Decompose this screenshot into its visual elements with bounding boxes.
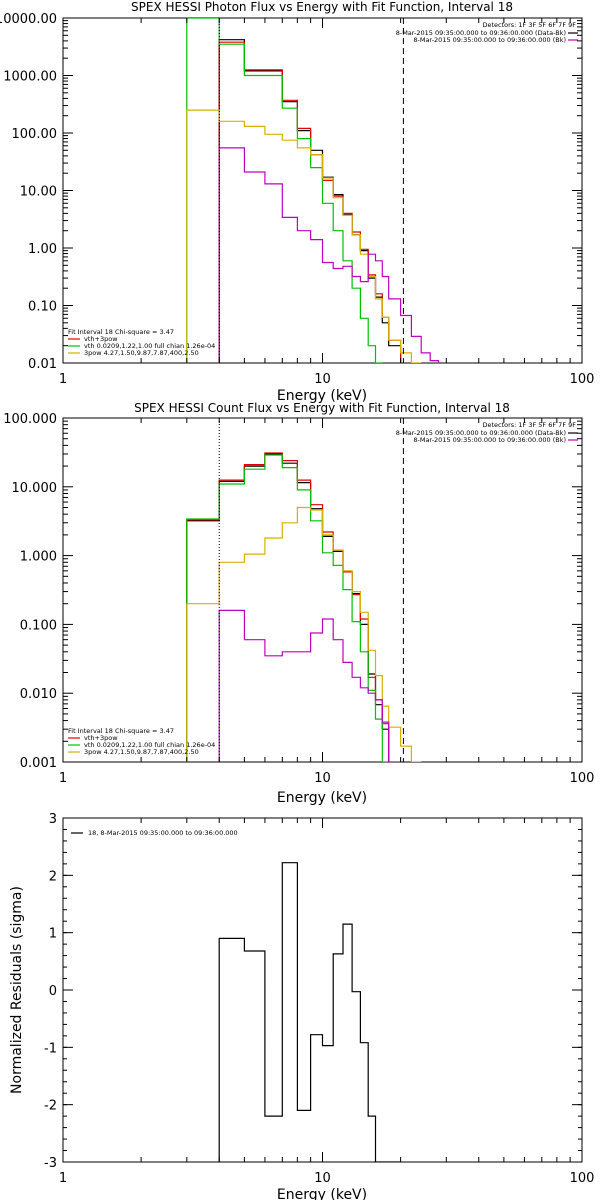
series-1-histogram <box>186 452 390 762</box>
y-tick-label: 1 <box>49 927 57 942</box>
photon-flux-title: SPEX HESSI Photon Flux vs Energy with Fi… <box>131 0 513 14</box>
fit-legend-text: vth+3pow <box>84 335 118 343</box>
x-tick-label: 1 <box>59 771 67 786</box>
x-tick-label: 10 <box>314 1171 331 1186</box>
y-tick-label: 10.00 <box>20 185 57 200</box>
series-1-histogram <box>218 41 402 363</box>
y-tick-label: 100.000 <box>3 412 57 427</box>
y-tick-label: -2 <box>44 1099 57 1114</box>
y-tick-label: 10.000 <box>12 481 58 496</box>
series-4-histogram <box>218 147 440 363</box>
fit-legend-text: 3pow 4.27,1.50,9.87,7.87,400,2.50 <box>84 748 199 756</box>
photon-flux-xlabel: Energy (keV) <box>277 388 367 404</box>
series-3-histogram <box>186 109 422 363</box>
y-tick-label: 0.10 <box>28 300 57 315</box>
x-tick-label: 1 <box>59 372 67 387</box>
y-tick-label: -3 <box>44 1156 57 1171</box>
y-tick-label: 0.001 <box>20 756 57 771</box>
y-tick-label: -1 <box>44 1041 57 1056</box>
y-tick-label: 2 <box>49 869 57 884</box>
legend-entry-text: 8-Mar-2015 09:35:00.000 to 09:36:00.000 … <box>396 29 566 37</box>
y-tick-label: 100.00 <box>12 127 58 142</box>
legend-entry-text: 8-Mar-2015 09:35:00.000 to 09:36:00.000 … <box>396 429 566 437</box>
series-0-histogram <box>186 453 390 762</box>
count-flux-title: SPEX HESSI Count Flux vs Energy with Fit… <box>134 401 510 415</box>
x-tick-label: 100 <box>570 372 595 387</box>
series-2-histogram <box>186 454 389 762</box>
plot-frame <box>62 817 583 1163</box>
y-tick-label: 0.01 <box>28 357 57 372</box>
y-tick-label: 1.000 <box>20 550 57 565</box>
detectors-legend: Detectors: 1F 3F 5F 6F 7F 9F <box>482 421 576 429</box>
y-tick-label: 1.00 <box>28 242 57 257</box>
fit-legend-text: vth+3pow <box>84 734 118 742</box>
series-4-histogram <box>218 609 401 762</box>
photon-flux-panel: SPEX HESSI Photon Flux vs Energy with Fi… <box>0 0 594 404</box>
y-tick-label: 0 <box>49 984 57 999</box>
count-flux-xlabel: Energy (keV) <box>277 790 367 806</box>
plot-frame <box>62 417 583 763</box>
residuals-xlabel: Energy (keV) <box>277 1187 367 1200</box>
x-tick-label: 10 <box>314 771 331 786</box>
fit-legend-header: Fit Interval 18 Chi-square = 3.47 <box>68 328 174 336</box>
fit-legend-text: vth 0.0209,1.22,1.00 full chian 1.26e-04 <box>84 741 215 749</box>
x-tick-label: 100 <box>570 1171 595 1186</box>
legend-entry-text: 8-Mar-2015 09:35:00.000 to 09:36:00.000 … <box>413 436 566 444</box>
y-tick-label: 1000.00 <box>3 70 57 85</box>
y-tick-label: 10000.00 <box>0 12 57 27</box>
fit-legend-text: 3pow 4.27,1.50,9.87,7.87,400,2.50 <box>84 349 199 357</box>
y-tick-label: 3 <box>49 812 57 827</box>
y-tick-label: 0.010 <box>20 687 57 702</box>
fit-legend-header: Fit Interval 18 Chi-square = 3.47 <box>68 727 174 735</box>
fit-legend-text: vth 0.0209,1.22,1.00 full chian 1.26e-04 <box>84 342 215 350</box>
x-tick-label: 100 <box>570 771 595 786</box>
residuals-panel: 1 10 100 -3 -2 -1 0 1 2 3 Energy (keV) Normalize… <box>9 812 594 1200</box>
series-0-histogram <box>218 39 402 363</box>
detectors-legend: Detectors: 1F 3F 5F 6F 7F 9F <box>482 21 576 29</box>
series-2-histogram <box>186 18 383 363</box>
legend-entry-text: 8-Mar-2015 09:35:00.000 to 09:36:00.000 … <box>413 36 566 44</box>
series-0-histogram <box>218 862 401 1162</box>
series-3-histogram <box>186 506 422 762</box>
x-tick-label: 10 <box>314 372 331 387</box>
x-tick-label: 1 <box>59 1171 67 1186</box>
count-flux-panel: SPEX HESSI Count Flux vs Energy with Fit… <box>3 401 594 806</box>
residuals-ylabel: Normalized Residuals (sigma) <box>9 886 25 1094</box>
legend-entry-text: 18, 8-Mar-2015 09:35:00.000 to 09:36:00.… <box>88 829 238 837</box>
y-tick-label: 0.100 <box>20 618 57 633</box>
